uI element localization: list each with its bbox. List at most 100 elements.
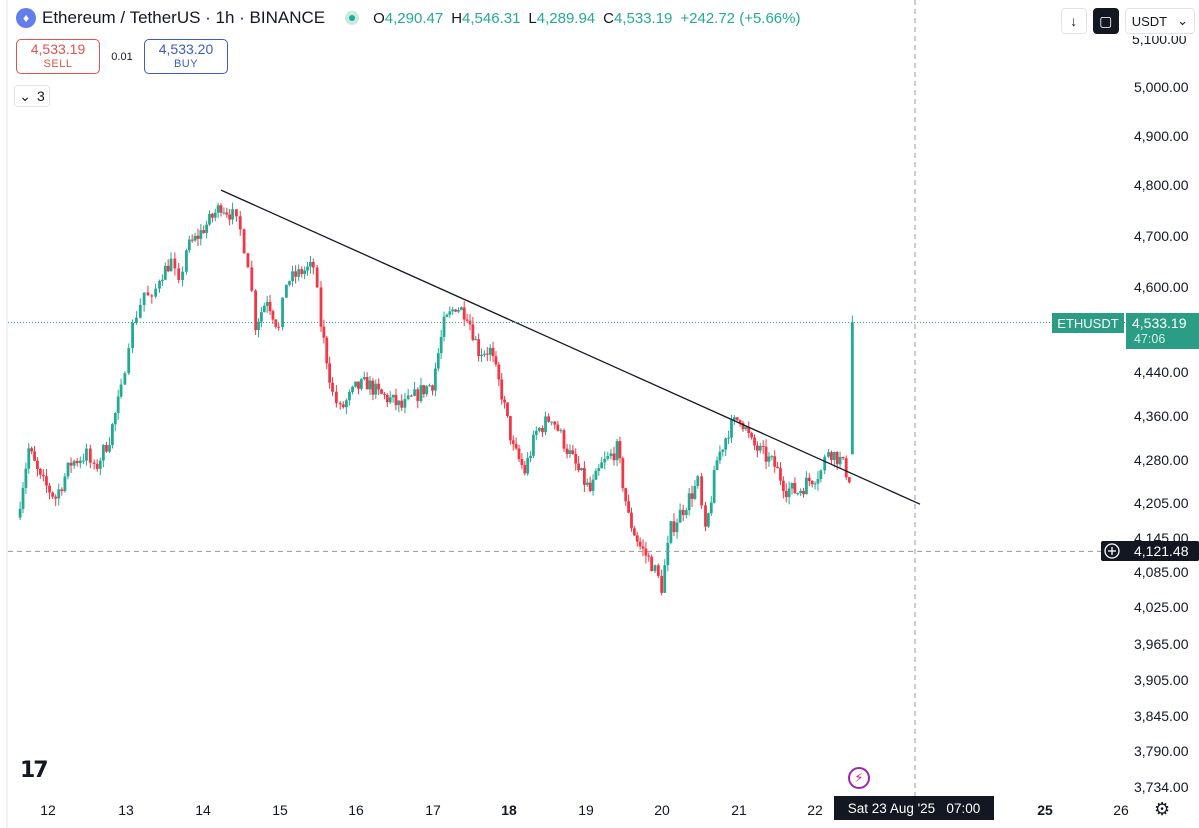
candle-body bbox=[81, 460, 85, 462]
time-axis[interactable]: 12 13 14 15 16 17 18 19 20 21 22 25 26 bbox=[40, 802, 1129, 818]
candle-body bbox=[541, 428, 544, 433]
candle-body bbox=[635, 535, 639, 542]
candle-body bbox=[54, 496, 58, 499]
candle-body bbox=[838, 456, 842, 465]
candle-body bbox=[529, 455, 532, 459]
candle-body bbox=[202, 230, 206, 233]
candle-body bbox=[471, 324, 475, 340]
candle-body bbox=[724, 438, 728, 450]
candle-body bbox=[793, 482, 797, 494]
fullscreen-icon[interactable]: ▢ bbox=[1092, 8, 1119, 34]
candle-body bbox=[462, 307, 466, 320]
candle-body bbox=[160, 279, 164, 282]
candle-body bbox=[767, 456, 771, 462]
currency-select[interactable]: USDT ⌄ bbox=[1124, 8, 1195, 34]
candle-body bbox=[802, 490, 805, 495]
candle-body bbox=[700, 476, 704, 506]
tradingview-logo[interactable]: 17 bbox=[20, 758, 49, 783]
ethereum-logo-icon: ♦ bbox=[16, 8, 36, 28]
candle-body bbox=[480, 354, 483, 356]
candle-body bbox=[254, 290, 258, 331]
symbol-title[interactable]: Ethereum / TetherUS · 1h · BINANCE bbox=[42, 8, 326, 27]
price-axis[interactable]: 5,100.005,000.004,900.004,800.004,700.00… bbox=[1132, 31, 1189, 795]
candle-body bbox=[650, 556, 654, 572]
candle-body bbox=[810, 481, 814, 485]
candle-body bbox=[448, 311, 452, 315]
candle-body bbox=[715, 460, 719, 471]
candle-body bbox=[747, 427, 751, 434]
candle-body bbox=[684, 510, 688, 515]
candle-body bbox=[319, 287, 323, 327]
candle-body bbox=[727, 437, 730, 439]
candle-body bbox=[832, 451, 836, 460]
candle-body bbox=[517, 448, 521, 459]
candle-body bbox=[48, 485, 51, 493]
candle-body bbox=[790, 482, 794, 489]
time-tick-label: 19 bbox=[578, 802, 594, 818]
candle-body bbox=[351, 386, 354, 392]
candle-body bbox=[532, 434, 535, 456]
high-value: 4,546.31 bbox=[462, 9, 521, 27]
candle-body bbox=[213, 212, 217, 218]
indicators-toggle[interactable]: ⌄ 3 bbox=[14, 85, 50, 107]
candle-body bbox=[709, 502, 713, 514]
down-arrow-icon[interactable]: ↓ bbox=[1060, 8, 1087, 34]
candle-body bbox=[413, 389, 416, 396]
candle-body bbox=[571, 450, 575, 454]
candle-body bbox=[246, 253, 250, 268]
crosshair-price-badge[interactable]: 4,121.48 bbox=[1101, 541, 1199, 561]
candle-body bbox=[638, 541, 642, 547]
candle-body bbox=[847, 477, 851, 483]
candle-body bbox=[268, 301, 272, 312]
candle-body bbox=[819, 470, 823, 480]
candle-body bbox=[146, 292, 150, 296]
candle-body bbox=[663, 565, 667, 593]
sell-button[interactable]: 4,533.19 SELL bbox=[16, 39, 100, 74]
candle-body bbox=[190, 239, 194, 241]
candle-body bbox=[325, 337, 329, 364]
candle-body bbox=[85, 448, 88, 461]
candle-body bbox=[315, 267, 319, 288]
price-tick-label: 4,205.00 bbox=[1134, 495, 1189, 511]
candle-body bbox=[735, 417, 739, 421]
candle-body bbox=[457, 309, 460, 312]
settings-gear-icon[interactable]: ⚙ bbox=[1154, 799, 1171, 819]
candle-body bbox=[300, 269, 304, 275]
add-alert-icon bbox=[1104, 543, 1120, 559]
lightning-icon[interactable]: ⚡ bbox=[848, 767, 870, 789]
candle-body bbox=[116, 396, 120, 414]
candle-body bbox=[653, 565, 657, 572]
candle-body bbox=[359, 379, 363, 389]
time-tick-label: 15 bbox=[272, 802, 288, 818]
candle-body bbox=[306, 266, 309, 271]
candle-body bbox=[730, 419, 733, 438]
trendline[interactable] bbox=[220, 189, 921, 505]
candle-body bbox=[142, 292, 146, 305]
candle-body bbox=[756, 445, 759, 451]
candle-body bbox=[294, 271, 298, 277]
buy-button[interactable]: 4,533.20 BUY bbox=[144, 39, 228, 74]
candle-body bbox=[585, 482, 589, 485]
candle-body bbox=[764, 446, 768, 462]
candle-body bbox=[173, 258, 177, 269]
candle-body bbox=[406, 395, 410, 399]
candle-body bbox=[574, 453, 578, 464]
candle-body bbox=[511, 440, 515, 444]
candle-body bbox=[135, 317, 138, 324]
candle-body bbox=[660, 575, 664, 593]
candle-body bbox=[761, 445, 765, 447]
candle-body bbox=[169, 258, 173, 272]
price-tick-label: 3,905.00 bbox=[1134, 672, 1189, 688]
price-tick-label: 4,800.00 bbox=[1134, 177, 1189, 193]
candle-body bbox=[609, 453, 613, 456]
candle-body bbox=[284, 284, 288, 298]
candle-body bbox=[582, 467, 586, 485]
market-status-icon[interactable] bbox=[345, 11, 360, 25]
candle-body bbox=[344, 400, 348, 408]
price-tick-label: 3,845.00 bbox=[1134, 708, 1189, 724]
candle-body bbox=[442, 316, 446, 337]
buy-price: 4,533.20 bbox=[158, 41, 214, 57]
candle-body bbox=[850, 322, 854, 455]
candle-body bbox=[163, 265, 167, 280]
